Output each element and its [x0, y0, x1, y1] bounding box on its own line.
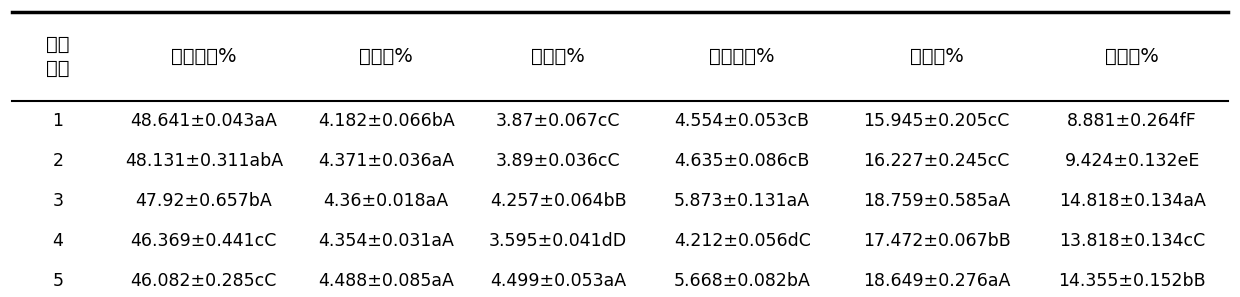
Text: 8.881±0.264fF: 8.881±0.264fF: [1068, 112, 1197, 130]
Text: 17.472±0.067bB: 17.472±0.067bB: [863, 232, 1011, 250]
Text: 18.759±0.585aA: 18.759±0.585aA: [863, 192, 1011, 210]
Text: 3.595±0.041dD: 3.595±0.041dD: [489, 232, 627, 250]
Text: 1: 1: [52, 112, 63, 130]
Text: 48.641±0.043aA: 48.641±0.043aA: [130, 112, 278, 130]
Text: 3: 3: [52, 192, 63, 210]
Text: 5.873±0.131aA: 5.873±0.131aA: [675, 192, 810, 210]
Text: 水浸出物%: 水浸出物%: [171, 47, 237, 66]
Text: 4.257±0.064bB: 4.257±0.064bB: [490, 192, 626, 210]
Text: 16.227±0.245cC: 16.227±0.245cC: [863, 152, 1009, 170]
Text: 茶多酚%: 茶多酚%: [910, 47, 963, 66]
Text: 4.212±0.056dC: 4.212±0.056dC: [673, 232, 811, 250]
Text: 5: 5: [52, 272, 63, 290]
Text: 13.818±0.134cC: 13.818±0.134cC: [1059, 232, 1205, 250]
Text: 4.635±0.086cB: 4.635±0.086cB: [675, 152, 810, 170]
Text: 4.182±0.066bA: 4.182±0.066bA: [317, 112, 454, 130]
Text: 儿茶素%: 儿茶素%: [1105, 47, 1159, 66]
Text: 2: 2: [52, 152, 63, 170]
Text: 46.082±0.285cC: 46.082±0.285cC: [130, 272, 277, 290]
Text: 可溶性糖%: 可溶性糖%: [709, 47, 775, 66]
Text: 47.92±0.657bA: 47.92±0.657bA: [135, 192, 272, 210]
Text: 4.371±0.036aA: 4.371±0.036aA: [317, 152, 454, 170]
Text: 48.131±0.311abA: 48.131±0.311abA: [125, 152, 283, 170]
Text: 3.89±0.036cC: 3.89±0.036cC: [496, 152, 620, 170]
Text: 3.87±0.067cC: 3.87±0.067cC: [496, 112, 620, 130]
Text: 氨基酸%: 氨基酸%: [531, 47, 585, 66]
Text: 14.355±0.152bB: 14.355±0.152bB: [1059, 272, 1207, 290]
Text: 46.369±0.441cC: 46.369±0.441cC: [130, 232, 277, 250]
Text: 14.818±0.134aA: 14.818±0.134aA: [1059, 192, 1205, 210]
Text: 4: 4: [52, 232, 63, 250]
Text: 9.424±0.132eE: 9.424±0.132eE: [1064, 152, 1200, 170]
Text: 咖啡碱%: 咖啡碱%: [360, 47, 413, 66]
Text: 15.945±0.205cC: 15.945±0.205cC: [863, 112, 1009, 130]
Text: 4.36±0.018aA: 4.36±0.018aA: [324, 192, 449, 210]
Text: 5.668±0.082bA: 5.668±0.082bA: [673, 272, 811, 290]
Text: 18.649±0.276aA: 18.649±0.276aA: [863, 272, 1011, 290]
Text: 4.554±0.053cB: 4.554±0.053cB: [675, 112, 810, 130]
Text: 4.488±0.085aA: 4.488±0.085aA: [319, 272, 454, 290]
Text: 4.354±0.031aA: 4.354±0.031aA: [319, 232, 454, 250]
Text: 4.499±0.053aA: 4.499±0.053aA: [490, 272, 626, 290]
Text: 样品
编号: 样品 编号: [46, 35, 69, 78]
